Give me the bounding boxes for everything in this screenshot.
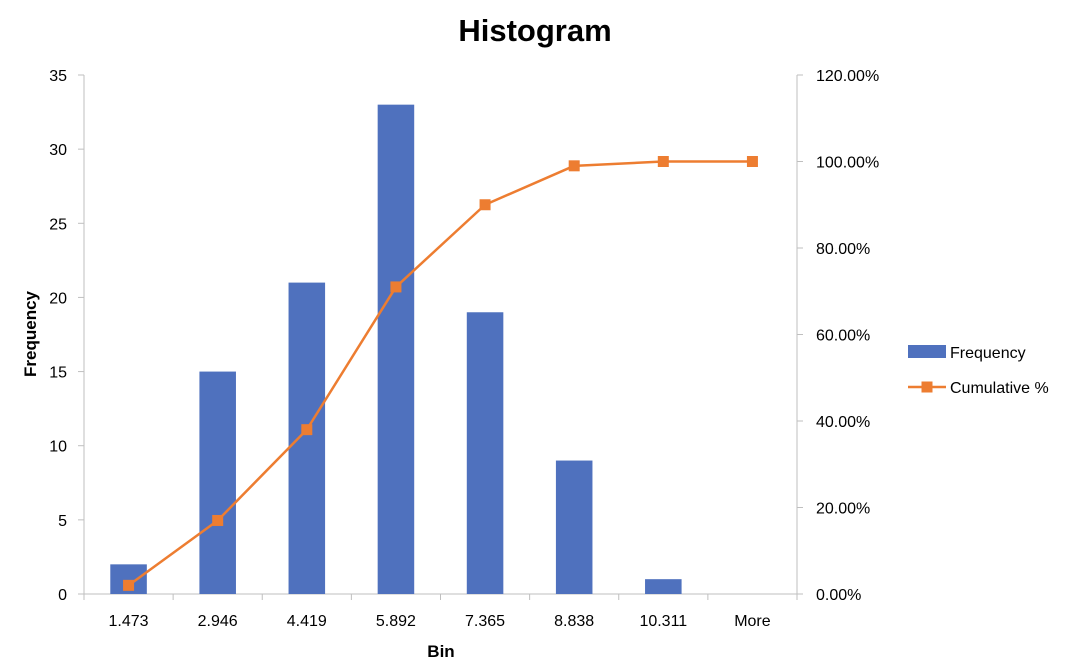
x-tick-label: 1.473	[109, 613, 149, 630]
cumulative-point-7	[746, 156, 758, 167]
y2-tick-label: 0.00%	[816, 587, 861, 604]
x-axis-label: Bin	[427, 642, 454, 661]
cumulative-point-1	[212, 514, 224, 526]
y-axis-ticks: 0 5 10 15 20 25 30 35	[49, 68, 84, 604]
legend-cumulative-label: Cumulative %	[950, 380, 1049, 397]
cumulative-line	[127, 160, 753, 587]
y-tick-label: 5	[58, 513, 67, 530]
x-tick-label: 8.838	[554, 613, 594, 630]
y-tick-label: 20	[49, 290, 67, 307]
x-tick-label: 10.311	[639, 613, 687, 630]
legend-frequency-label: Frequency	[950, 345, 1026, 362]
bar-frequency-4	[466, 312, 504, 594]
bar-frequency-6	[645, 579, 682, 594]
legend-cumulative-marker	[921, 381, 933, 393]
x-tick-label: 2.946	[198, 613, 238, 630]
x-tick-label: 4.419	[287, 613, 327, 630]
y2-axis-ticks: 0.00% 20.00% 40.00% 60.00% 80.00% 100.00% 120.…	[797, 68, 879, 604]
y2-tick-label: 100.00%	[816, 155, 879, 172]
y-tick-label: 0	[58, 587, 67, 604]
x-axis-ticks: 1.473 2.946 4.419 5.892 7.365 8.838 10.311 More	[83, 594, 798, 630]
frequency-bars	[110, 104, 682, 595]
bar-frequency-3	[377, 104, 415, 595]
chart-legend: Frequency Cumulative %	[908, 345, 1049, 397]
chart-title: Histogram	[458, 13, 611, 48]
bar-frequency-2	[288, 282, 326, 594]
y-tick-label: 25	[49, 216, 67, 233]
y2-tick-label: 60.00%	[816, 328, 870, 345]
cumulative-point-4	[479, 199, 491, 211]
x-tick-label: 5.892	[376, 613, 416, 630]
bar-frequency-5	[555, 460, 593, 594]
cumulative-point-5	[568, 160, 580, 172]
cumulative-point-3	[390, 281, 402, 293]
y2-tick-label: 120.00%	[816, 68, 879, 85]
y-tick-label: 10	[49, 439, 67, 456]
x-tick-label: More	[734, 613, 771, 630]
y2-tick-label: 80.00%	[816, 241, 870, 258]
y-axis-label: Frequency	[21, 290, 40, 377]
legend-frequency-swatch	[908, 345, 946, 358]
y2-tick-label: 20.00%	[816, 501, 870, 518]
cumulative-point-2	[301, 424, 313, 436]
cumulative-line-series	[123, 156, 758, 591]
cumulative-point-6	[657, 156, 669, 167]
y-tick-label: 15	[49, 365, 67, 382]
y-tick-label: 30	[49, 142, 67, 159]
y-tick-label: 35	[49, 68, 67, 85]
x-tick-label: 7.365	[465, 613, 505, 630]
cumulative-point-0	[123, 579, 135, 591]
bar-frequency-1	[199, 371, 236, 594]
y2-tick-label: 40.00%	[816, 414, 870, 431]
